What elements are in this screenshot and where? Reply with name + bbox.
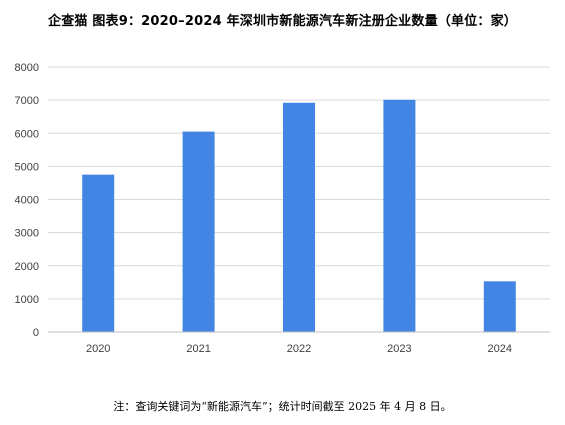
- chart-title: 企查猫 图表9：2020–2024 年深圳市新能源汽车新注册企业数量（单位：家）: [48, 14, 517, 29]
- y-tick-label: 6000: [15, 128, 39, 140]
- y-tick-label: 7000: [15, 95, 39, 107]
- x-tick-label: 2022: [287, 343, 311, 355]
- x-tick-label: 2021: [186, 343, 210, 355]
- y-tick-label: 4000: [15, 195, 39, 207]
- y-tick-label: 2000: [15, 261, 39, 273]
- y-tick-label: 8000: [15, 62, 39, 74]
- bar-2023: [383, 99, 416, 332]
- y-tick-label: 1000: [15, 294, 39, 306]
- y-axis-ticks: 0 1000 2000 3000 4000 5000 6000 7000 8000: [15, 62, 39, 339]
- bar-2020: [82, 174, 115, 332]
- x-axis-ticks: 2020 2021 2022 2023 2024: [86, 343, 512, 355]
- bars: [82, 99, 516, 333]
- y-tick-label: 0: [33, 327, 39, 339]
- bar-2024: [483, 281, 516, 332]
- x-tick-label: 2024: [488, 343, 512, 355]
- bar-2022: [283, 102, 315, 333]
- bar-2021: [182, 131, 215, 332]
- x-tick-label: 2023: [387, 343, 411, 355]
- y-tick-label: 5000: [15, 161, 39, 173]
- y-tick-label: 3000: [15, 228, 39, 240]
- footnote: 注：查询关键词为“新能源汽车”；统计时间截至 2025 年 4 月 8 日。: [113, 400, 452, 413]
- x-tick-label: 2020: [86, 343, 110, 355]
